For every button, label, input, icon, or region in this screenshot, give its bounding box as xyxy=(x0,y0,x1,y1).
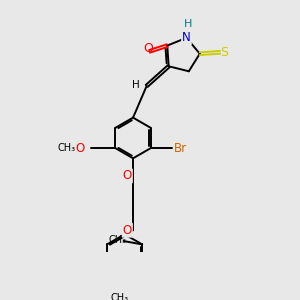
Text: Br: Br xyxy=(174,142,188,155)
Text: H: H xyxy=(184,19,192,28)
Text: O: O xyxy=(123,224,132,237)
Text: H: H xyxy=(132,80,140,90)
Text: O: O xyxy=(75,142,84,155)
Text: CH₃: CH₃ xyxy=(57,143,75,153)
Text: CH₃: CH₃ xyxy=(110,293,129,300)
Text: N: N xyxy=(182,31,191,44)
Text: S: S xyxy=(220,46,229,59)
Text: CH₃: CH₃ xyxy=(108,236,127,245)
Text: O: O xyxy=(123,169,132,182)
Text: O: O xyxy=(143,43,153,56)
